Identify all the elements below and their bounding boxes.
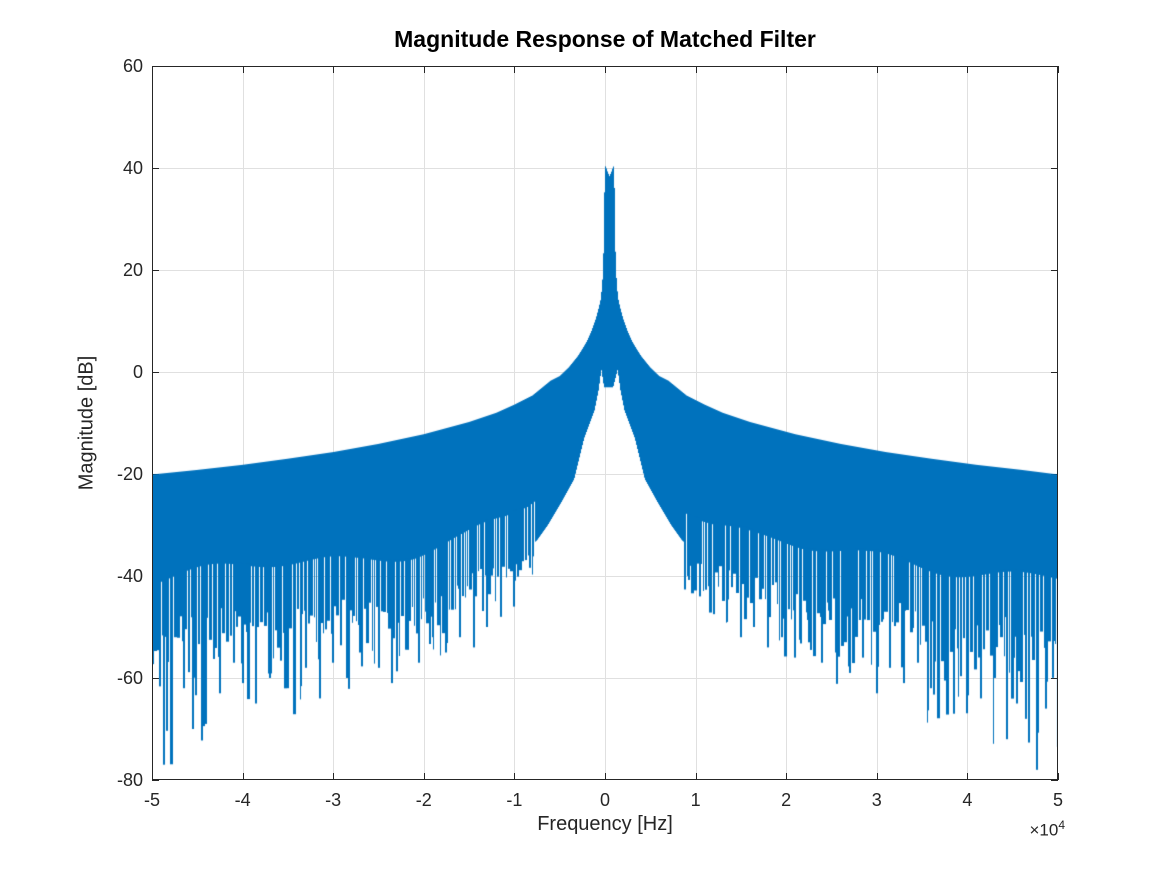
- y-tick-label: 20: [122, 260, 143, 280]
- x-tick-mark: [1058, 773, 1059, 780]
- x-tick-label: -3: [325, 790, 342, 810]
- y-tick-label: -60: [116, 668, 143, 688]
- x-tick-label: 0: [599, 790, 610, 810]
- y-tick-mark: [152, 780, 159, 781]
- x-tick-label: 3: [871, 790, 882, 810]
- x-tick-label: 4: [962, 790, 973, 810]
- x-axis-multiplier: ×104: [985, 818, 1065, 841]
- x-tick-label: 5: [1052, 790, 1063, 810]
- chart-title: Magnitude Response of Matched Filter: [394, 26, 816, 52]
- plot-area: [152, 66, 1059, 781]
- x-tick-label: 2: [781, 790, 792, 810]
- x-multiplier-exponent: 4: [1058, 818, 1065, 832]
- x-axis-label: Frequency [Hz]: [537, 813, 673, 835]
- y-tick-label: -40: [116, 566, 143, 586]
- y-tick-label: -80: [116, 770, 143, 790]
- y-tick-label: -20: [116, 464, 143, 484]
- y-tick-mark: [1051, 780, 1058, 781]
- x-tick-label: -1: [506, 790, 523, 810]
- x-tick-label: -2: [415, 790, 432, 810]
- x-tick-label: -4: [234, 790, 251, 810]
- y-tick-label: 40: [122, 158, 143, 178]
- x-tick-label: -5: [143, 790, 160, 810]
- x-tick-mark: [1058, 66, 1059, 73]
- y-tick-label: 60: [122, 56, 143, 76]
- magnitude-response-curve: [152, 66, 1058, 780]
- y-axis-label: Magnitude [dB]: [75, 355, 98, 491]
- y-tick-label: 0: [132, 362, 143, 382]
- x-tick-label: 1: [690, 790, 701, 810]
- x-multiplier-base: ×10: [1029, 820, 1059, 840]
